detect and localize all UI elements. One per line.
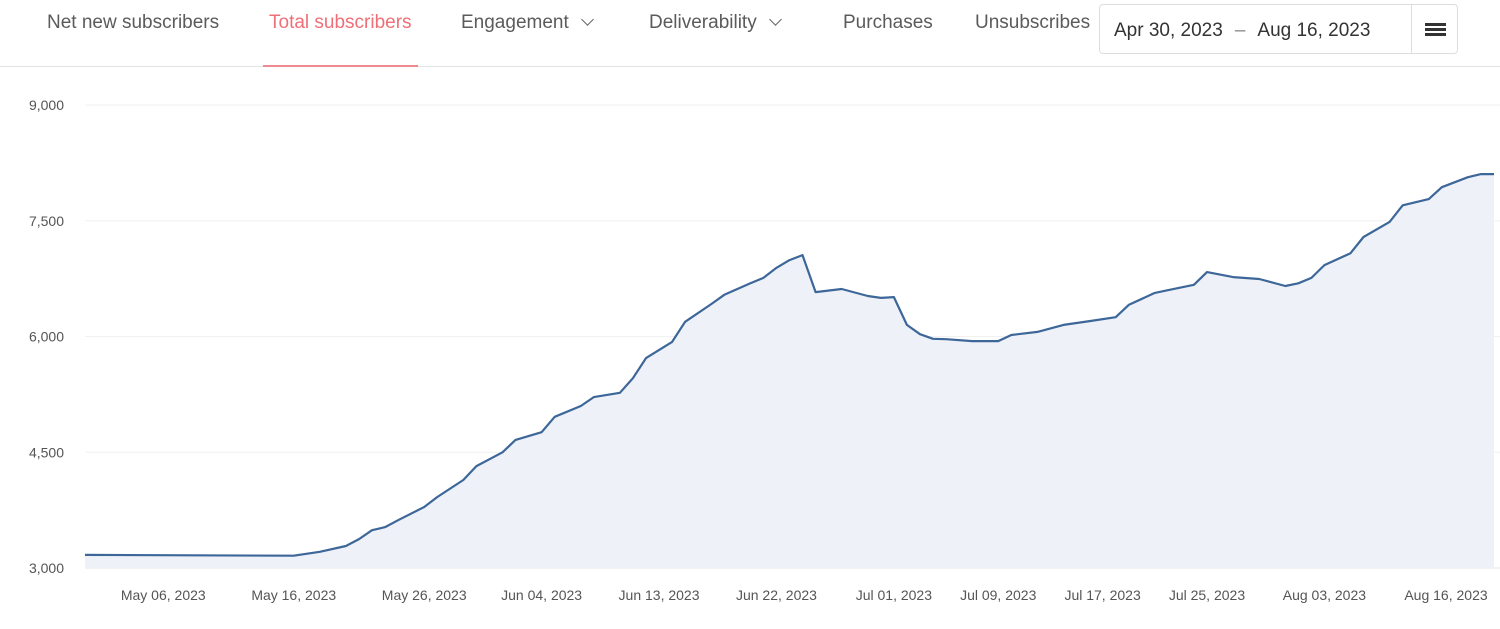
date-separator: – (1234, 20, 1246, 41)
start-date: Apr 30, 2023 (1114, 20, 1223, 41)
tab-label: Engagement (461, 12, 569, 33)
tab-total-subscribers[interactable]: Total subscribers (263, 12, 418, 67)
x-tick-label: May 16, 2023 (251, 587, 336, 603)
x-tick-label: Jul 25, 2023 (1169, 587, 1245, 603)
tab-purchases[interactable]: Purchases (843, 12, 933, 66)
x-tick-label: May 26, 2023 (382, 587, 467, 603)
x-tick-label: Aug 03, 2023 (1283, 587, 1367, 603)
tab-label: Total subscribers (269, 12, 412, 33)
y-tick-label: 6,000 (29, 329, 64, 345)
y-tick-label: 4,500 (29, 444, 64, 460)
tab-label: Net new subscribers (47, 12, 220, 33)
x-tick-label: Jun 04, 2023 (501, 587, 582, 603)
tab-deliverability[interactable]: Deliverability (649, 12, 782, 66)
tab-engagement[interactable]: Engagement (461, 12, 594, 66)
x-tick-label: Jul 01, 2023 (856, 587, 932, 603)
tab-label: Purchases (843, 12, 933, 33)
x-tick-label: Aug 16, 2023 (1404, 587, 1488, 603)
tab-label: Deliverability (649, 12, 757, 33)
tab-unsubscribes[interactable]: Unsubscribes (975, 12, 1090, 66)
y-tick-label: 3,000 (29, 560, 64, 576)
date-range-picker[interactable]: Apr 30, 2023– Aug 16, 2023 (1099, 4, 1458, 54)
area-fill (85, 174, 1494, 568)
tab-net-new-subscribers[interactable]: Net new subscribers (47, 12, 219, 66)
end-date: Aug 16, 2023 (1257, 20, 1371, 41)
y-tick-label: 7,500 (29, 213, 64, 229)
x-tick-label: Jun 13, 2023 (619, 587, 700, 603)
hamburger-icon[interactable] (1411, 5, 1457, 53)
tab-label: Unsubscribes (975, 12, 1091, 33)
report-tabs: Net new subscribers Total subscribers En… (0, 0, 1500, 67)
x-tick-label: Jul 17, 2023 (1064, 587, 1140, 603)
x-tick-label: Jun 22, 2023 (736, 587, 817, 603)
date-range-text: Apr 30, 2023– Aug 16, 2023 (1114, 20, 1370, 42)
y-tick-label: 9,000 (29, 97, 64, 113)
x-tick-label: May 06, 2023 (121, 587, 206, 603)
series-line (84, 173, 1494, 557)
x-tick-label: Jul 09, 2023 (960, 587, 1036, 603)
